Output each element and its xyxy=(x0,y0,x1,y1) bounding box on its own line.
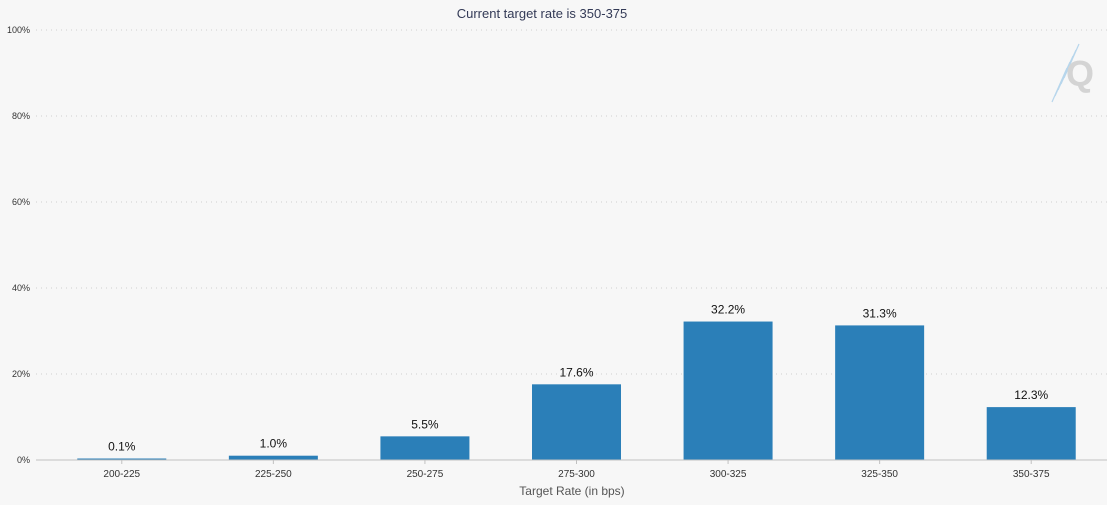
data-label: 32.2% xyxy=(711,303,745,317)
data-labels: 0.1% 1.0% 5.5% 17.6% 32.2% 31.3% 12.3% xyxy=(108,303,1048,454)
y-tick-label: 20% xyxy=(12,369,30,379)
bar[interactable] xyxy=(835,325,925,460)
data-label: 5.5% xyxy=(411,417,439,431)
q-logo-icon: Q xyxy=(1051,43,1094,103)
data-label: 31.3% xyxy=(863,306,897,320)
bar[interactable] xyxy=(77,458,167,461)
data-label: 1.0% xyxy=(260,437,288,451)
x-axis-title: Target Rate (in bps) xyxy=(519,484,624,498)
svg-text:Q: Q xyxy=(1066,53,1094,94)
y-tick-label: 0% xyxy=(17,455,30,465)
y-tick-label: 100% xyxy=(7,25,30,35)
y-tick-label: 80% xyxy=(12,111,30,121)
y-tick-label: 60% xyxy=(12,197,30,207)
x-axis: 200-225 225-250 250-275 275-300 300-325 325-3… xyxy=(103,460,1050,480)
y-tick-label: 40% xyxy=(12,283,30,293)
x-tick-label: 300-325 xyxy=(710,469,747,480)
x-tick-label: 250-275 xyxy=(407,469,444,480)
chart-title: Current target rate is 350-375 xyxy=(457,6,628,21)
y-axis: 0% 20% 40% 60% 80% 100% xyxy=(7,25,30,465)
grid xyxy=(36,29,1107,375)
bar[interactable] xyxy=(683,321,773,460)
data-label: 12.3% xyxy=(1014,388,1048,402)
bar[interactable] xyxy=(986,407,1076,460)
x-tick-label: 325-350 xyxy=(861,469,898,480)
bars xyxy=(77,321,1076,461)
data-label: 0.1% xyxy=(108,440,136,454)
data-label: 17.6% xyxy=(559,365,593,379)
x-tick-label: 225-250 xyxy=(255,469,292,480)
bar[interactable] xyxy=(532,384,621,460)
x-tick-label: 275-300 xyxy=(558,469,595,480)
bar[interactable] xyxy=(380,436,470,460)
x-tick-label: 200-225 xyxy=(103,469,140,480)
x-tick-label: 350-375 xyxy=(1013,469,1050,480)
bar[interactable] xyxy=(228,455,318,460)
